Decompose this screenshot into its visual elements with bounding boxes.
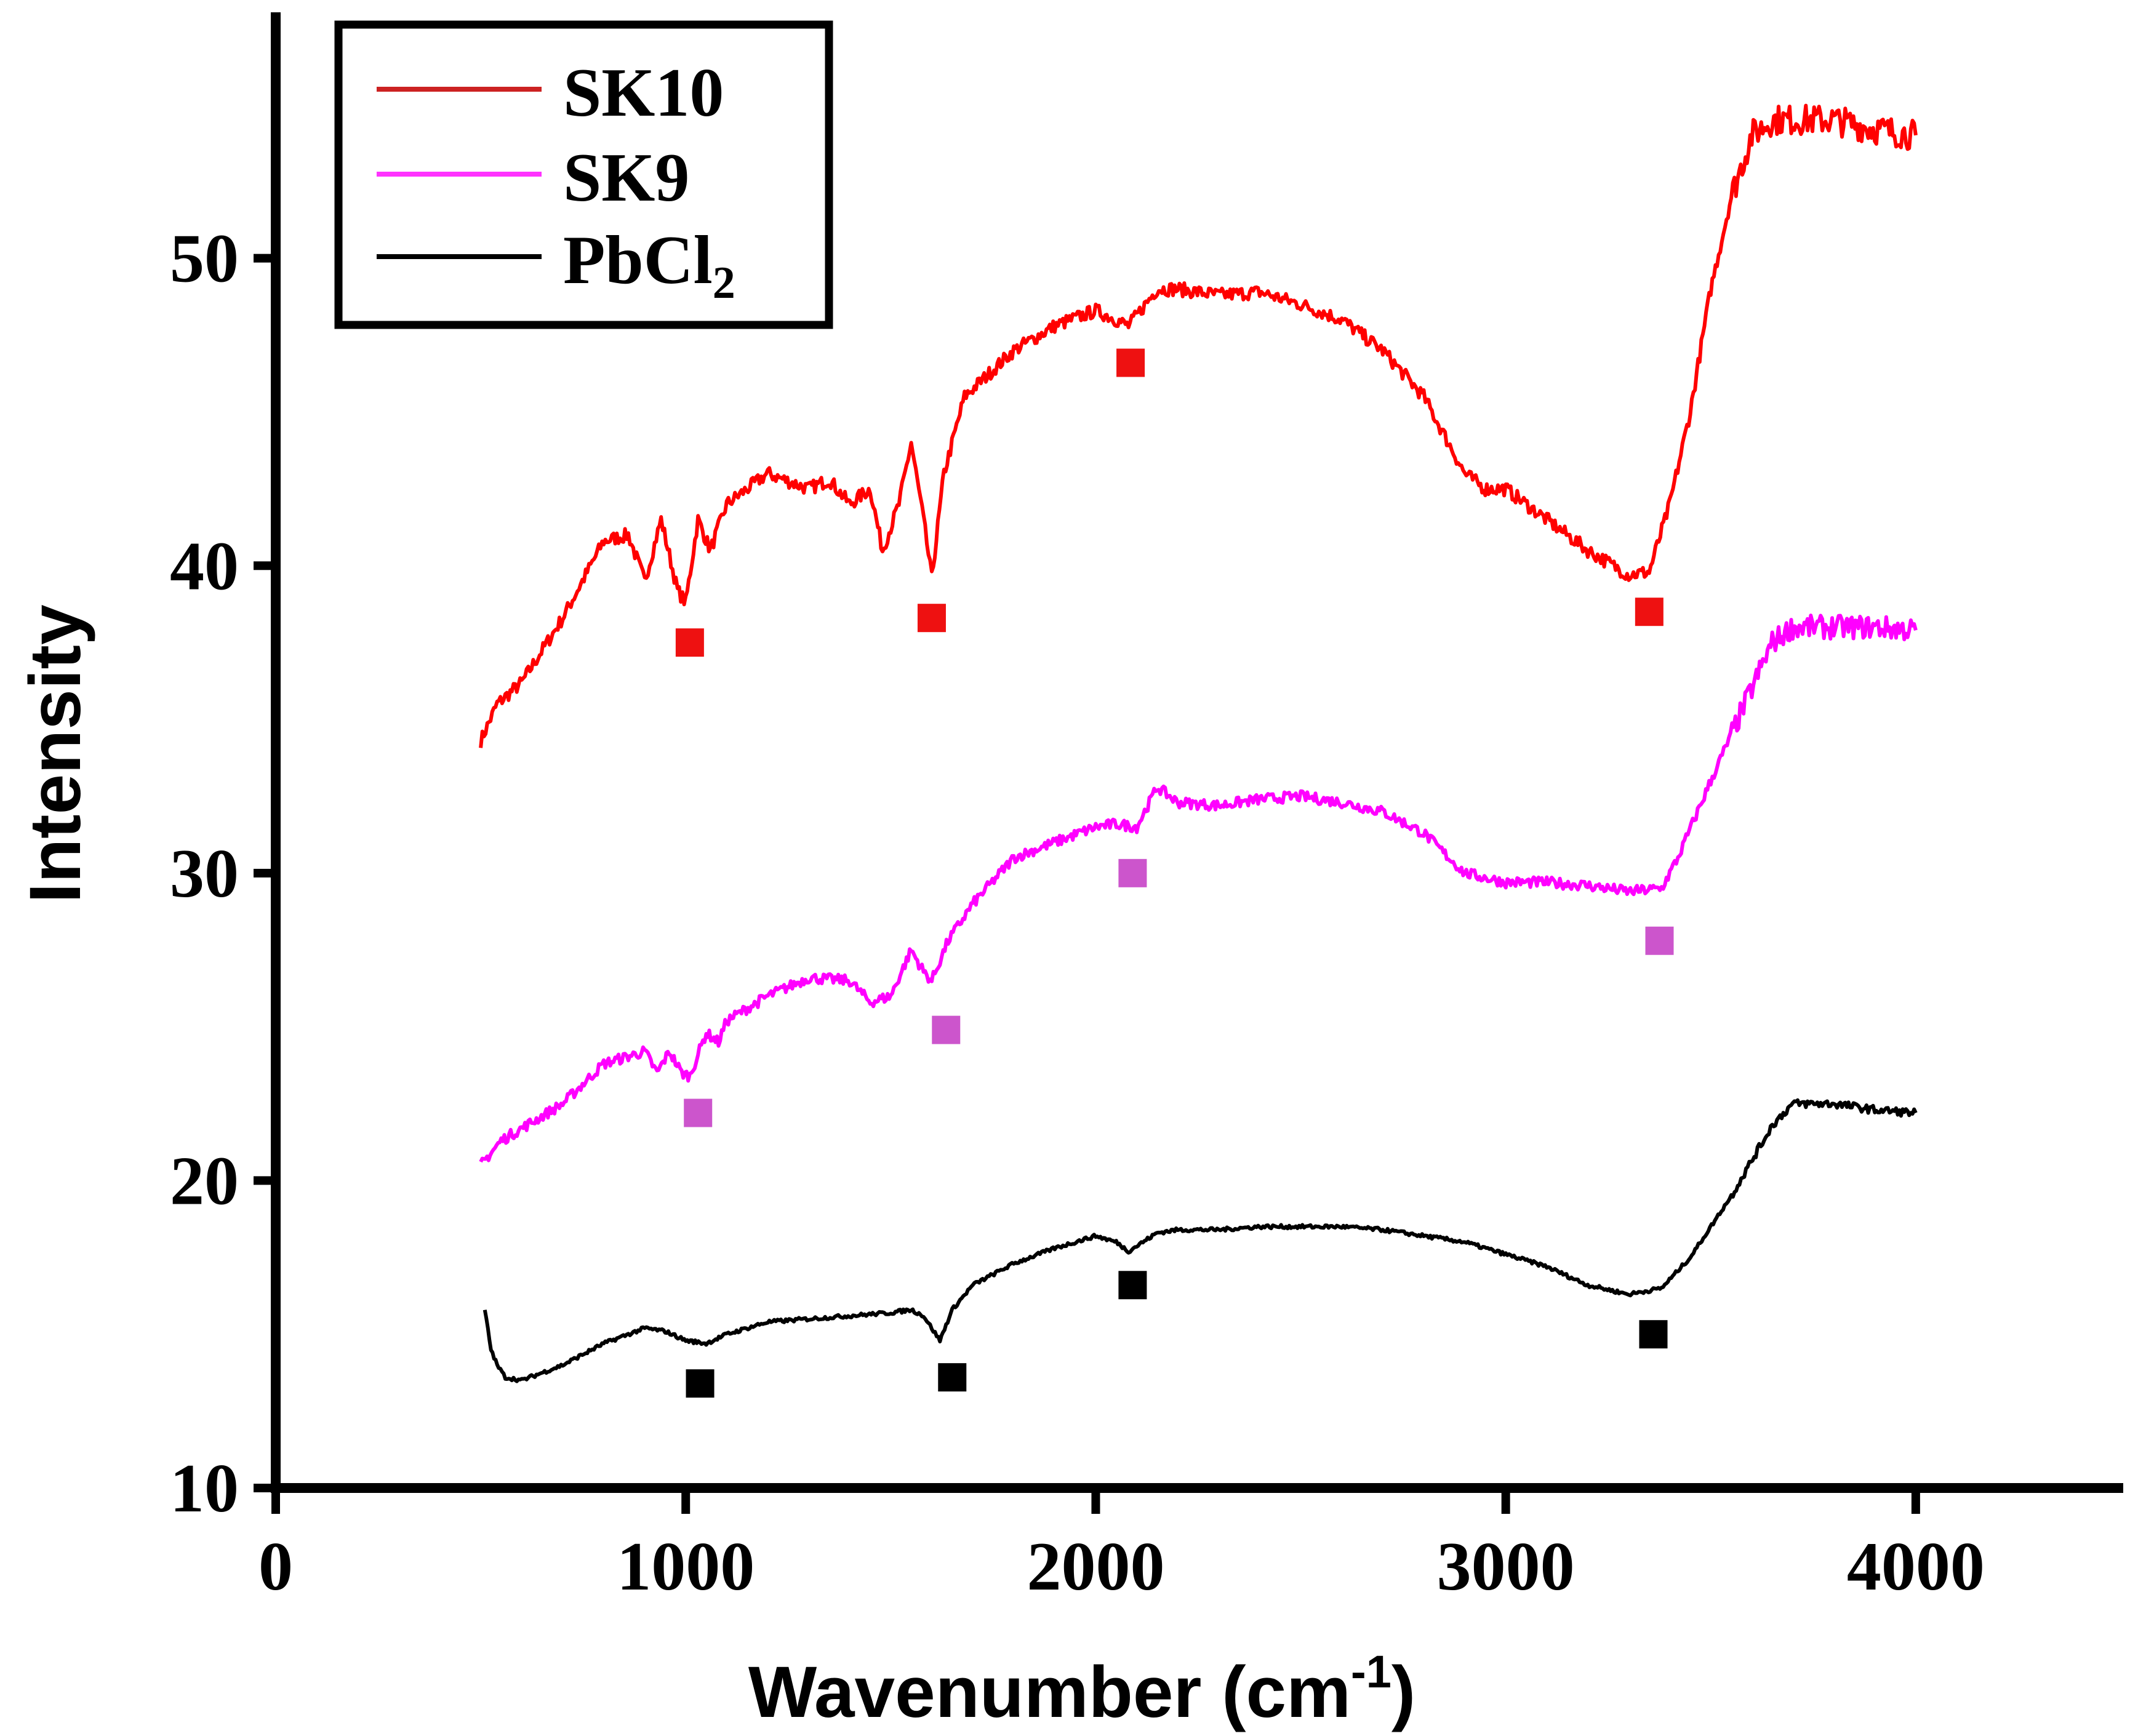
plot-markers: [675, 348, 1674, 1398]
x-axis-title-close: ): [1391, 1652, 1415, 1733]
legend-label-pbcl2-text: PbCl: [563, 222, 713, 298]
series-line-sk10: [479, 103, 1918, 748]
x-tick-label: 4000: [1847, 1529, 1985, 1605]
peak-marker-sk10: [1116, 348, 1145, 377]
peak-marker-sk9: [1118, 858, 1147, 887]
x-tick-label: 3000: [1437, 1529, 1575, 1605]
peak-marker-pbcl2: [1639, 1320, 1668, 1349]
x-axis-title: Wavenumber (cm-1): [748, 1646, 1415, 1733]
y-ticks: 10 20 30 40 50: [170, 221, 276, 1527]
y-tick-label: 50: [170, 221, 239, 297]
x-axis-title-superscript: -1: [1351, 1646, 1391, 1697]
peak-marker-sk10: [1635, 598, 1664, 626]
series-line-pbcl2: [482, 1098, 1918, 1383]
y-tick-label: 20: [170, 1143, 239, 1219]
y-tick-label: 10: [170, 1450, 239, 1527]
x-tick-label: 0: [258, 1529, 293, 1605]
peak-marker-sk10: [917, 604, 946, 633]
legend-label-pbcl2-subscript: 2: [713, 258, 735, 308]
y-axis-title: Intensity: [15, 604, 96, 903]
peak-marker-pbcl2: [938, 1363, 967, 1392]
x-tick-label: 2000: [1027, 1529, 1164, 1605]
peak-marker-sk9: [684, 1098, 713, 1127]
peak-marker-sk9: [1645, 926, 1674, 955]
legend-label-sk10: SK10: [563, 55, 724, 131]
legend: SK10 SK9 PbCl2: [334, 20, 833, 329]
legend-label-pbcl2: PbCl2: [563, 222, 735, 308]
x-ticks: 0 1000 2000 3000 4000: [258, 1488, 1985, 1605]
x-tick-label: 1000: [617, 1529, 755, 1605]
legend-label-sk9: SK9: [563, 140, 689, 216]
plot-series: [479, 103, 1918, 1383]
y-tick-label: 30: [170, 836, 239, 912]
peak-marker-sk10: [675, 628, 704, 657]
x-axis-title-text: Wavenumber (cm: [748, 1652, 1351, 1733]
peak-marker-sk9: [932, 1015, 961, 1044]
series-line-sk9: [479, 614, 1918, 1163]
peak-marker-pbcl2: [686, 1369, 715, 1398]
y-tick-label: 40: [170, 528, 239, 604]
peak-marker-pbcl2: [1118, 1271, 1147, 1300]
